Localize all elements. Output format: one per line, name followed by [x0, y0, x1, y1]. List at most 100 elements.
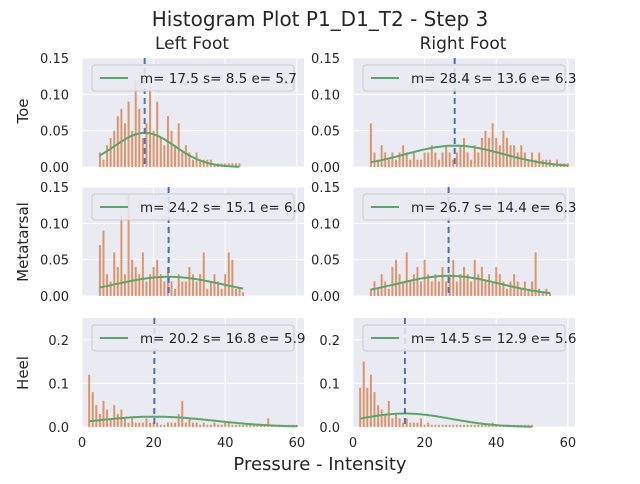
- histogram-bar: [181, 400, 184, 427]
- legend-box: [362, 193, 566, 221]
- histogram-bar: [463, 137, 465, 167]
- histogram-bar: [184, 145, 187, 167]
- histogram-bar: [159, 424, 162, 427]
- histogram-bar: [152, 266, 155, 296]
- histogram-bar: [138, 422, 141, 427]
- histogram-bar: [459, 274, 462, 296]
- histogram-bar: [531, 152, 534, 167]
- histogram-bar: [156, 422, 159, 427]
- y-tick-label: 0.0: [48, 421, 69, 436]
- histogram-bar: [513, 274, 516, 296]
- histogram-bar: [102, 400, 105, 427]
- histogram-bar: [174, 145, 177, 167]
- histogram-bar: [420, 418, 423, 427]
- histogram-bar: [384, 281, 387, 296]
- histogram-bar: [484, 281, 487, 296]
- legend-box: [91, 324, 295, 352]
- histogram-bar: [192, 274, 194, 296]
- histogram-bar: [195, 281, 198, 296]
- histogram-bar: [427, 152, 430, 167]
- histogram-bar: [159, 274, 162, 296]
- histogram-bar: [538, 152, 541, 167]
- histogram-bar: [405, 252, 408, 296]
- histogram-bar: [488, 137, 491, 167]
- histogram-bar: [131, 418, 134, 427]
- legend-box: [362, 324, 566, 352]
- histogram-bar: [534, 159, 537, 167]
- histogram-bar: [156, 101, 159, 167]
- legend-text: m= 14.5 s= 12.9 e= 5.6: [411, 331, 576, 347]
- histogram-bar: [445, 424, 448, 427]
- y-tick-label: 0.15: [40, 181, 69, 196]
- y-tick-label: 0.00: [40, 290, 69, 305]
- histogram-bar: [234, 288, 237, 296]
- panel-toe-right: 0.00 0.05 0.10 0.15 m= 28.4 s= 13.6 e= 6.3: [311, 52, 576, 176]
- histogram-bar: [405, 152, 408, 167]
- histogram-bar: [430, 145, 433, 167]
- histogram-bar: [199, 274, 202, 296]
- histogram-bar: [531, 281, 534, 296]
- histogram-bar: [123, 418, 126, 427]
- histogram-bar: [405, 418, 408, 427]
- histogram-bar: [95, 405, 98, 427]
- histogram-bar: [466, 424, 469, 427]
- histogram-bar: [234, 424, 237, 427]
- histogram-bar: [520, 145, 523, 167]
- histogram-bar: [177, 413, 180, 427]
- histogram-bar: [213, 422, 216, 427]
- histogram-bar: [416, 159, 419, 167]
- histogram-bar: [437, 281, 440, 296]
- histogram-bar: [174, 422, 177, 427]
- y-tick-label: 0.10: [311, 88, 340, 103]
- histogram-bar: [227, 252, 230, 296]
- histogram-bar: [380, 274, 383, 296]
- histogram-bar: [477, 274, 480, 296]
- histogram-bar: [373, 392, 376, 427]
- histogram-bar: [109, 281, 112, 296]
- histogram-bar: [217, 281, 220, 296]
- x-axis-label: Pressure - Intensity: [233, 454, 406, 475]
- histogram-bar: [256, 424, 259, 427]
- histogram-bar: [238, 424, 241, 427]
- histogram-bar: [209, 281, 212, 296]
- histogram-bar: [377, 159, 380, 167]
- histogram-bar: [437, 159, 440, 167]
- histogram-bar: [188, 418, 191, 427]
- y-tick-label: 0.10: [40, 88, 69, 103]
- histogram-bar: [102, 230, 105, 296]
- legend-box: [91, 64, 295, 92]
- histogram-bar: [394, 259, 397, 296]
- histogram-bar: [473, 145, 476, 167]
- y-tick-label: 0.2: [319, 334, 340, 349]
- x-tick-label: 0: [78, 436, 86, 451]
- histogram-bar: [202, 159, 205, 167]
- histogram-bar: [195, 422, 198, 427]
- histogram-bar: [434, 424, 437, 427]
- histogram-bar: [227, 422, 230, 427]
- histogram-bar: [369, 123, 372, 167]
- histogram-bar: [181, 152, 184, 167]
- histogram-bar: [209, 424, 212, 427]
- histogram-bar: [220, 288, 223, 296]
- histogram-bar: [141, 252, 144, 296]
- histogram-bar: [202, 252, 205, 296]
- histogram-bar: [188, 266, 191, 296]
- histogram-bar: [380, 145, 383, 167]
- histogram-bar: [127, 422, 130, 427]
- histogram-bar: [498, 274, 501, 296]
- histogram-bar: [488, 424, 491, 427]
- histogram-bar: [109, 137, 112, 167]
- histogram-bar: [448, 152, 451, 167]
- x-tick-label: 20: [145, 436, 162, 451]
- histogram-bar: [163, 281, 166, 296]
- histogram-bar: [541, 292, 544, 296]
- histogram-bar: [480, 424, 483, 427]
- histogram-bar: [220, 424, 223, 427]
- histogram-bar: [412, 152, 415, 167]
- histogram-bar: [380, 409, 383, 427]
- histogram-bar: [181, 281, 184, 296]
- histogram-bar: [242, 424, 245, 427]
- histogram-bar: [134, 422, 137, 427]
- histogram-bar: [470, 424, 473, 427]
- legend-text: m= 24.2 s= 15.1 e= 6.0: [140, 200, 305, 216]
